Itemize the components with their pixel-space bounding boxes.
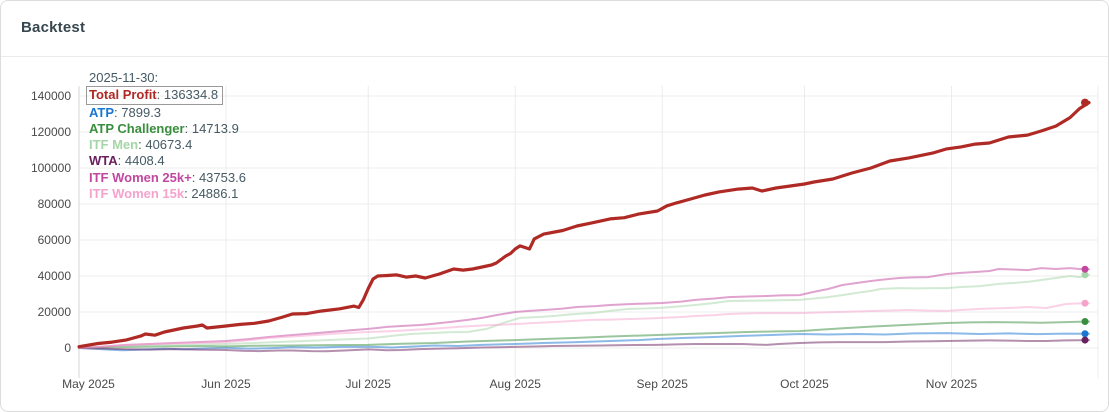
x-axis-tick-label: Jul 2025 — [346, 377, 392, 391]
y-axis-tick-label: 20000 — [38, 305, 72, 319]
x-axis-tick-label: May 2025 — [62, 377, 115, 391]
series-line-atp — [78, 332, 1090, 352]
y-axis-tick-label: 60000 — [38, 233, 72, 247]
y-axis-tick-label: 40000 — [38, 269, 72, 283]
x-axis-tick-label: Oct 2025 — [780, 377, 829, 391]
series-endpoint-marker — [1081, 330, 1089, 338]
series-endpoint-marker — [1081, 318, 1089, 326]
x-axis-tick-label: Aug 2025 — [490, 377, 542, 391]
page-title: Backtest — [21, 19, 86, 36]
series-line-itf-men — [78, 273, 1090, 349]
series-lines — [77, 100, 1091, 353]
x-axis-tick-label: Jun 2025 — [201, 377, 251, 391]
series-endpoint-marker — [1081, 336, 1089, 344]
x-axis-tick-label: Nov 2025 — [926, 377, 978, 391]
series-endpoint-marker — [1081, 265, 1089, 273]
series-line-total-profit — [77, 100, 1091, 349]
card-header: Backtest — [1, 1, 1108, 57]
series-endpoint-marker — [1081, 98, 1089, 107]
series-line-itf-women-15k — [78, 302, 1090, 349]
series-endpoint-marker — [1081, 299, 1089, 307]
series-endpoints — [1081, 98, 1089, 344]
series-line-atp-challenger — [78, 320, 1090, 349]
series-line-wta — [78, 339, 1090, 353]
y-axis-tick-label: 120000 — [31, 125, 71, 139]
x-axis-tick-label: Sep 2025 — [637, 377, 689, 391]
series-endpoint-marker — [1081, 271, 1089, 279]
y-axis-tick-label: 80000 — [38, 197, 72, 211]
gridlines — [79, 86, 1099, 378]
y-axis-tick-label: 0 — [64, 341, 71, 355]
y-axis-tick-label: 140000 — [31, 89, 71, 103]
y-axis-tick-label: 100000 — [31, 161, 71, 175]
series-line-itf-women-25k- — [78, 267, 1090, 349]
